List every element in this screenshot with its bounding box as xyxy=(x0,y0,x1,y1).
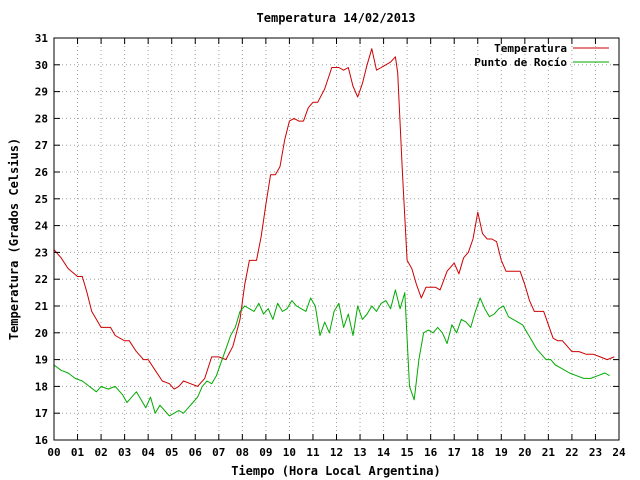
x-tick-label: 05 xyxy=(165,446,178,459)
plot-series xyxy=(53,48,615,417)
grid-lines xyxy=(54,38,619,440)
x-tick-label: 21 xyxy=(542,446,556,459)
y-tick-label: 16 xyxy=(35,434,49,447)
y-tick-label: 30 xyxy=(35,59,48,72)
x-tick-label: 14 xyxy=(377,446,391,459)
y-tick-label: 20 xyxy=(35,327,48,340)
legend-label: Temperatura xyxy=(494,42,567,55)
x-tick-label: 13 xyxy=(353,446,366,459)
x-tick-label: 16 xyxy=(424,446,438,459)
x-tick-label: 00 xyxy=(47,446,60,459)
x-tick-label: 17 xyxy=(448,446,461,459)
x-tick-label: 24 xyxy=(612,446,626,459)
x-tick-label: 06 xyxy=(189,446,203,459)
y-tick-label: 21 xyxy=(35,300,49,313)
x-tick-label: 08 xyxy=(236,446,249,459)
x-axis-label: Tiempo (Hora Local Argentina) xyxy=(231,464,441,478)
series-line-punto-de-roc-o xyxy=(53,289,610,417)
chart-title: Temperatura 14/02/2013 xyxy=(257,11,416,25)
y-tick-label: 24 xyxy=(35,220,49,233)
x-tick-label: 02 xyxy=(94,446,107,459)
y-tick-label: 17 xyxy=(35,407,48,420)
y-tick-label: 22 xyxy=(35,273,48,286)
y-tick-label: 23 xyxy=(35,246,48,259)
x-tick-label: 20 xyxy=(518,446,531,459)
y-tick-label: 28 xyxy=(35,112,48,125)
x-tick-label: 07 xyxy=(212,446,225,459)
y-tick-label: 18 xyxy=(35,380,48,393)
x-tick-label: 19 xyxy=(495,446,508,459)
series-line-temperatura xyxy=(53,48,615,390)
x-tick-label: 22 xyxy=(565,446,578,459)
legend-label: Punto de Rocío xyxy=(474,56,567,69)
y-tick-label: 25 xyxy=(35,193,48,206)
x-tick-label: 11 xyxy=(306,446,320,459)
x-tick-label: 04 xyxy=(142,446,156,459)
x-axis-ticks: 00 01 02 03 04 05 06 07 08 09 10 11 12 13 14 15 16 17 18 19… xyxy=(47,38,626,459)
x-tick-label: 23 xyxy=(589,446,602,459)
y-tick-label: 19 xyxy=(35,354,48,367)
x-tick-label: 09 xyxy=(259,446,272,459)
y-axis-ticks: 16 17 18 19 20 21 22 23 24 25 26 27 28 29 30 31 xyxy=(35,32,619,447)
y-tick-label: 26 xyxy=(35,166,49,179)
y-axis-label: Temperatura (Grados Celsius) xyxy=(7,138,21,340)
x-tick-label: 03 xyxy=(118,446,131,459)
x-tick-label: 12 xyxy=(330,446,343,459)
x-tick-label: 01 xyxy=(71,446,85,459)
x-tick-label: 18 xyxy=(471,446,484,459)
x-tick-label: 10 xyxy=(283,446,296,459)
y-tick-label: 27 xyxy=(35,139,48,152)
y-tick-label: 31 xyxy=(35,32,49,45)
y-tick-label: 29 xyxy=(35,86,48,99)
x-tick-label: 15 xyxy=(401,446,414,459)
